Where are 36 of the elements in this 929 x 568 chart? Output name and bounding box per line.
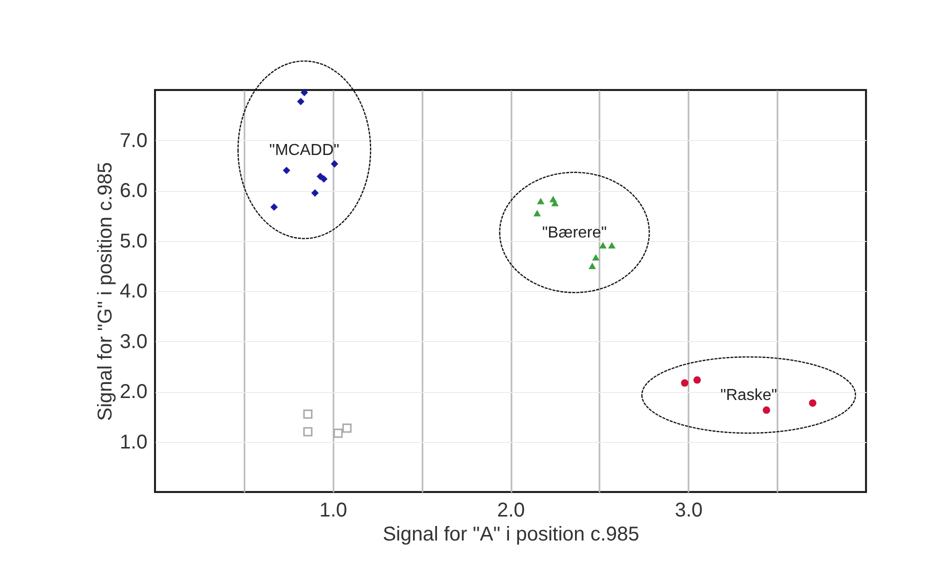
y-tick-label: 2.0 xyxy=(120,381,148,403)
point xyxy=(311,189,319,197)
point xyxy=(333,428,343,438)
y-tick-label: 5.0 xyxy=(120,230,148,252)
point xyxy=(270,203,278,211)
y-axis-title: Signal for "G" i position c.985 xyxy=(94,162,117,421)
x-tick-label: 3.0 xyxy=(674,500,703,522)
point xyxy=(588,262,596,270)
point xyxy=(592,254,600,261)
point xyxy=(808,399,816,407)
x-tick-label: 1.0 xyxy=(319,500,348,522)
x-axis-title: Signal for "A" i position c.985 xyxy=(382,524,640,546)
annotation: "Raske" xyxy=(720,387,778,404)
y-tick-label: 7.0 xyxy=(120,130,148,152)
point xyxy=(297,98,304,106)
point xyxy=(300,88,308,96)
x-tick-label: 2.0 xyxy=(497,500,525,522)
y-tick-label: 1.0 xyxy=(120,431,148,454)
point xyxy=(680,379,688,387)
y-tick-label: 6.0 xyxy=(120,180,148,202)
point xyxy=(330,160,338,168)
point xyxy=(762,406,770,414)
point xyxy=(320,175,328,183)
point xyxy=(303,427,312,436)
point xyxy=(693,376,701,384)
y-tick-label: 4.0 xyxy=(120,280,148,302)
y-tick-label: 3.0 xyxy=(120,330,148,353)
annotation: "MCADD" xyxy=(269,142,340,159)
point xyxy=(533,210,541,216)
point xyxy=(342,424,352,433)
point xyxy=(303,409,312,419)
point xyxy=(537,198,544,204)
annotation: "Bærere" xyxy=(542,224,607,242)
point xyxy=(608,242,616,248)
point xyxy=(282,166,290,174)
point xyxy=(599,242,607,248)
